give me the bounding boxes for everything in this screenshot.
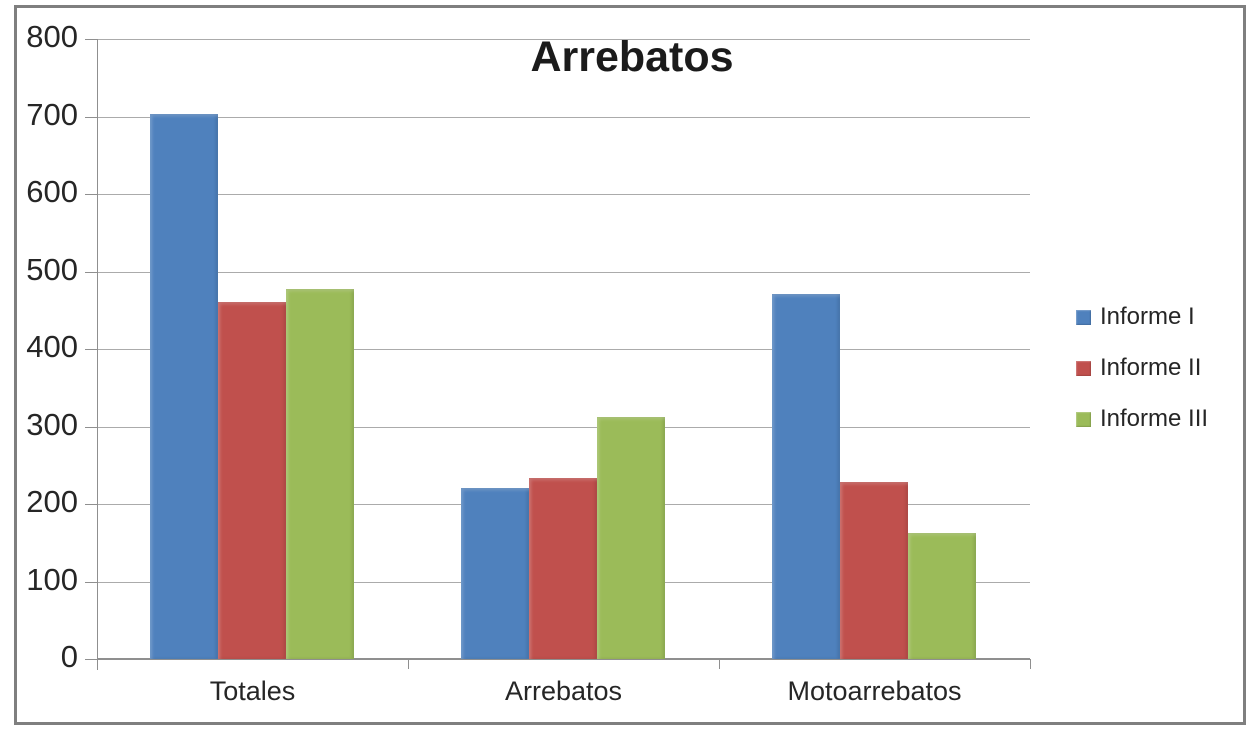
bar-informe-i-totales [150,114,218,659]
y-axis-tick-label: 800 [26,19,78,54]
y-axis-tick [85,272,97,273]
bar-informe-iii-motoarrebatos [908,533,976,659]
legend-item-informe-iii: Informe III [1076,407,1208,431]
x-axis-line [97,658,1030,660]
bar-informe-ii-totales [218,302,286,659]
bar-informe-iii-arrebatos [597,417,665,659]
y-axis-tick [85,504,97,505]
gridline-300 [97,427,1030,428]
y-axis-tick-label: 600 [26,174,78,209]
y-axis-tick-label: 400 [26,329,78,364]
bar-informe-i-motoarrebatos [772,294,840,659]
chart-title: Arrebatos [530,33,734,81]
gridline-700 [97,117,1030,118]
legend-label: Informe II [1100,354,1202,381]
y-axis-tick [85,39,97,40]
bar-informe-i-arrebatos [461,488,529,659]
gridline-800 [97,39,1030,40]
bar-informe-ii-arrebatos [529,478,597,659]
y-axis-tick [85,117,97,118]
legend-label: Informe I [1100,303,1195,330]
bar-informe-ii-motoarrebatos [840,482,908,659]
y-axis-tick-label: 200 [26,484,78,519]
category-label-arrebatos: Arrebatos [504,676,623,706]
y-axis-tick-label: 700 [26,97,78,132]
legend-swatch-informe-i [1076,309,1091,325]
y-axis-tick [85,194,97,195]
x-axis-tick [1030,659,1031,669]
category-label-motoarrebatos: Motoarrebatos [787,676,962,706]
legend-swatch-informe-ii [1076,360,1091,376]
y-axis-tick-label: 100 [26,562,78,597]
legend-swatch-informe-iii [1076,411,1091,427]
gridline-600 [97,194,1030,195]
y-axis-tick-label: 500 [26,252,78,287]
y-axis-tick [85,582,97,583]
y-axis-tick [85,427,97,428]
y-axis-tick-label: 0 [60,639,78,674]
legend-item-informe-i: Informe I [1076,305,1208,329]
x-axis-tick [408,659,409,669]
y-axis-tick-label: 300 [26,407,78,442]
legend-label: Informe III [1100,405,1209,432]
category-label-totales: Totales [209,676,296,706]
y-axis-tick [85,349,97,350]
y-axis-tick [85,659,97,660]
x-axis-tick [719,659,720,669]
legend-item-informe-ii: Informe II [1076,356,1208,380]
gridline-400 [97,349,1030,350]
gridline-500 [97,272,1030,273]
bar-informe-iii-totales [286,289,354,659]
legend: Informe I Informe II Informe III [1076,305,1208,431]
y-axis-line [97,39,98,670]
